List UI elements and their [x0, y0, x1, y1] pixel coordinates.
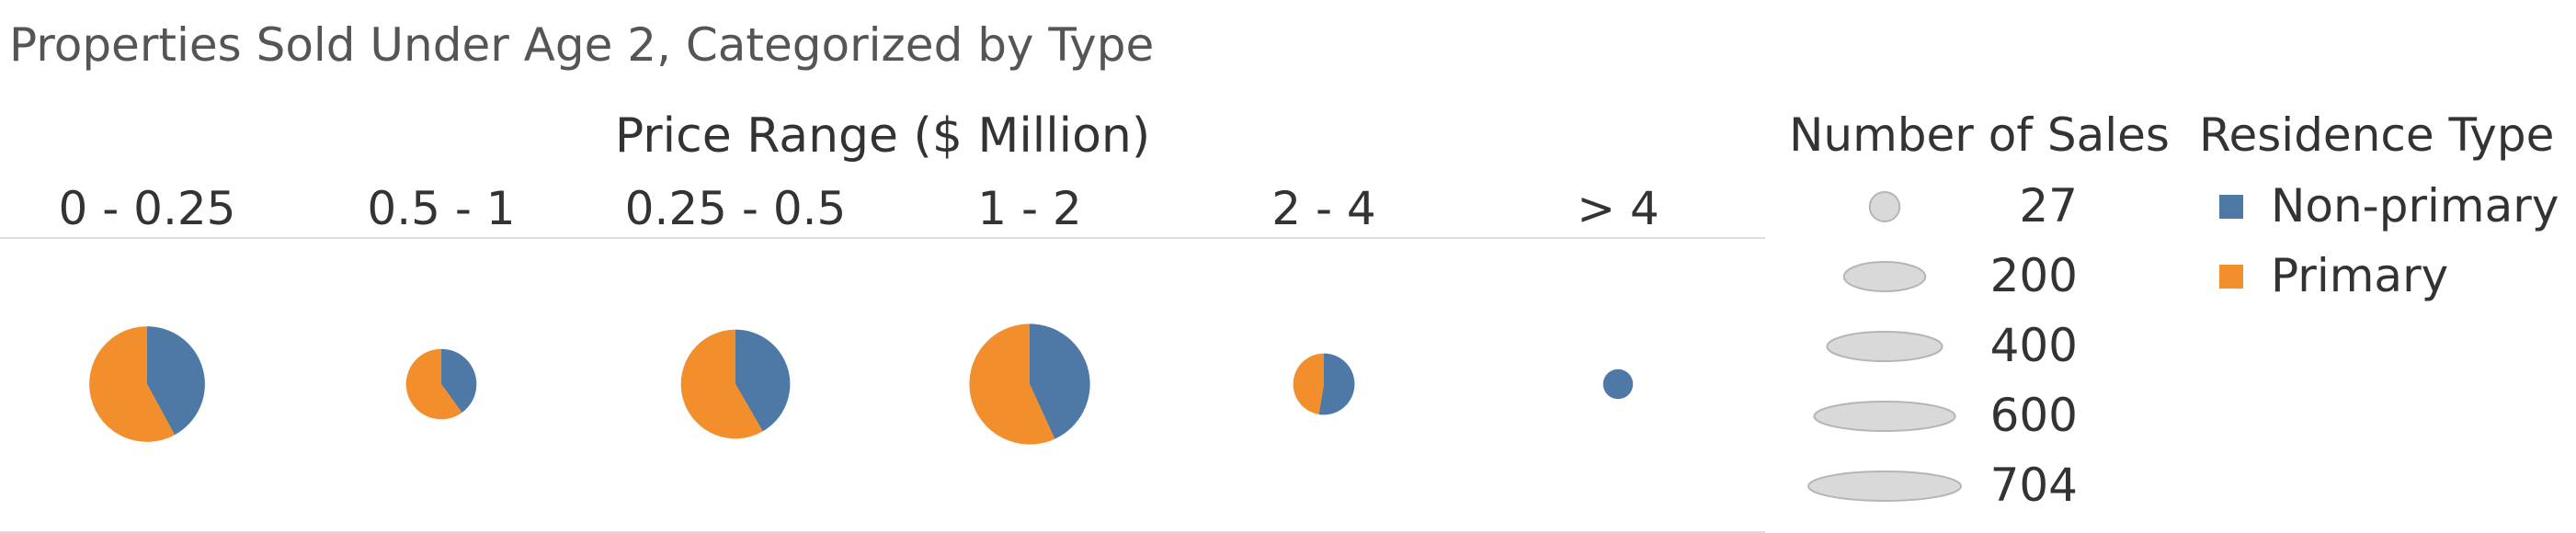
size-legend-mark	[1868, 191, 1901, 222]
category-label: 0.5 - 1	[367, 182, 516, 235]
category-label: > 4	[1577, 182, 1659, 235]
pie-slice-non-primary[interactable]	[1318, 353, 1355, 415]
legend-swatch-non-primary[interactable]	[2219, 195, 2243, 219]
size-legend-mark	[1807, 471, 1962, 502]
size-legend-mark	[1842, 261, 1927, 292]
pie-3	[969, 323, 1090, 445]
legend-label: Non-primary	[2271, 179, 2559, 232]
size-legend-value: 704	[1989, 459, 2078, 512]
size-legend-value: 400	[1989, 319, 2078, 372]
pie-slice-primary[interactable]	[405, 348, 462, 420]
pie-slice-primary[interactable]	[969, 323, 1055, 445]
pie-slice-non-primary[interactable]	[735, 329, 791, 432]
pie-chart-area	[89, 323, 1634, 445]
legend-swatch-primary[interactable]	[2219, 265, 2243, 289]
chart-title: Properties Sold Under Age 2, Categorized…	[9, 18, 1155, 72]
pie-slice-non-primary[interactable]	[441, 348, 477, 413]
header-divider	[0, 237, 1765, 239]
size-legend-mark	[1826, 331, 1943, 362]
type-legend-title: Residence Type	[2199, 108, 2555, 162]
legend-label: Primary	[2271, 249, 2449, 302]
size-legend-value: 27	[2019, 179, 2078, 232]
pie-slice-non-primary[interactable]	[1602, 369, 1634, 400]
category-label: 0 - 0.25	[58, 182, 236, 235]
category-label: 2 - 4	[1271, 182, 1376, 235]
price-range-header: Price Range ($ Million)	[614, 108, 1151, 164]
pie-slice-primary[interactable]	[89, 326, 176, 442]
size-legend-value: 600	[1989, 389, 2078, 442]
size-legend-title: Number of Sales	[1789, 108, 2170, 162]
size-legend-marks	[1807, 191, 1962, 502]
pie-2	[680, 329, 791, 439]
pie-slice-primary[interactable]	[1293, 353, 1324, 414]
category-label: 1 - 2	[977, 182, 1082, 235]
pie-4	[1293, 353, 1355, 415]
bottom-divider	[0, 531, 1765, 533]
size-legend-mark	[1813, 401, 1956, 432]
pie-1	[405, 348, 477, 420]
pie-slice-non-primary[interactable]	[147, 326, 205, 436]
pie-0	[89, 326, 205, 442]
pie-slice-primary[interactable]	[680, 329, 763, 439]
size-legend-value: 200	[1989, 249, 2078, 302]
pie-5	[1602, 369, 1634, 400]
pie-slice-non-primary[interactable]	[1030, 323, 1090, 439]
category-label: 0.25 - 0.5	[624, 182, 847, 235]
